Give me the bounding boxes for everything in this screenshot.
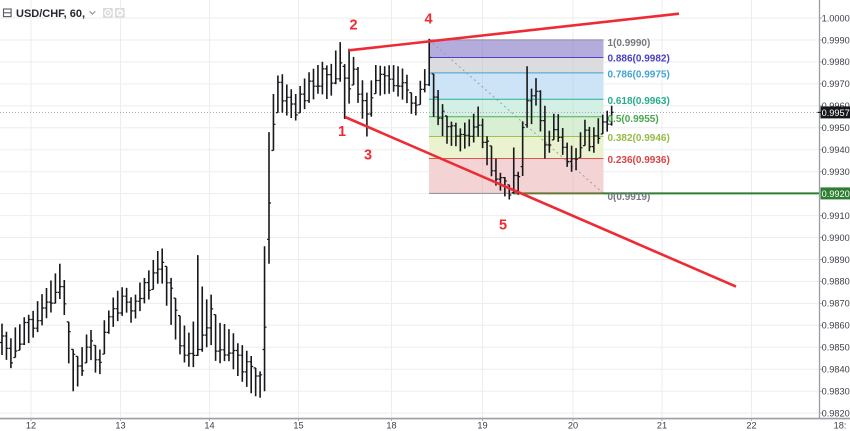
svg-text:0.786(0.9975): 0.786(0.9975) [608,69,670,80]
svg-text:0.5(0.9955): 0.5(0.9955) [608,114,659,125]
svg-text:0.9850: 0.9850 [822,343,850,353]
svg-text:0.618(0.9963): 0.618(0.9963) [608,96,670,107]
svg-text:0.9990: 0.9990 [822,35,850,45]
svg-text:18: 18 [386,421,396,431]
svg-text:0.9920: 0.9920 [822,189,850,199]
svg-text:0.9840: 0.9840 [822,365,850,375]
svg-text:0.9957: 0.9957 [822,108,850,118]
svg-text:22: 22 [746,421,756,431]
svg-text:20: 20 [568,421,578,431]
svg-text:13: 13 [115,421,125,431]
svg-text:0.9870: 0.9870 [822,299,850,309]
svg-text:1(0.9990): 1(0.9990) [608,38,651,49]
svg-text:0.9980: 0.9980 [822,57,850,67]
svg-text:0.9860: 0.9860 [822,321,850,331]
svg-text:0.9960: 0.9960 [822,101,850,111]
svg-text:0.9910: 0.9910 [822,211,850,221]
svg-text:12: 12 [26,421,36,431]
svg-text:2: 2 [349,18,357,34]
svg-text:0.236(0.9936): 0.236(0.9936) [608,155,670,166]
svg-text:0.9940: 0.9940 [822,145,850,155]
svg-text:0.9880: 0.9880 [822,277,850,287]
svg-text:1.0000: 1.0000 [822,13,850,23]
svg-text:21: 21 [657,421,667,431]
svg-text:0.9820: 0.9820 [822,408,850,418]
svg-text:15: 15 [293,421,303,431]
svg-text:18:: 18: [834,421,847,431]
svg-text:0(0.9919): 0(0.9919) [608,192,651,203]
svg-text:0.886(0.9982): 0.886(0.9982) [608,54,670,65]
svg-text:0.9900: 0.9900 [822,233,850,243]
svg-text:19: 19 [477,421,487,431]
svg-text:0.9930: 0.9930 [822,167,850,177]
svg-text:14: 14 [204,421,214,431]
svg-text:0.9890: 0.9890 [822,255,850,265]
svg-text:0.382(0.9946): 0.382(0.9946) [608,133,670,144]
svg-text:0.9970: 0.9970 [822,79,850,89]
svg-text:1: 1 [338,124,346,140]
svg-text:5: 5 [499,218,507,234]
svg-text:0.9950: 0.9950 [822,123,850,133]
svg-text:USD/CHF, 60,: USD/CHF, 60, [16,8,85,20]
svg-text:0.9830: 0.9830 [822,387,850,397]
svg-text:4: 4 [424,12,432,28]
svg-text:3: 3 [364,147,372,163]
